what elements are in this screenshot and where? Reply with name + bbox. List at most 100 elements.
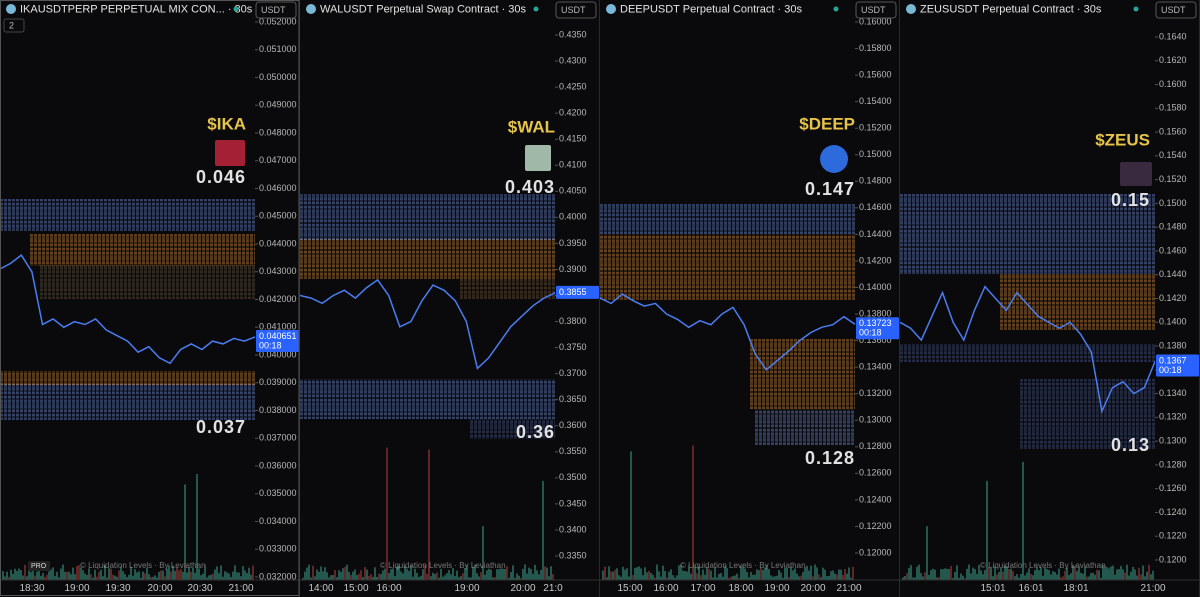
y-tick-label: 0.3500: [559, 472, 587, 482]
chart-panel: 0.4350 0.4300 0.4250 0.4200 0.4150 0.4100 0.40…: [300, 0, 600, 597]
currency-label: USDT: [261, 5, 286, 15]
y-tick-label: 0.3900: [559, 264, 587, 274]
badge[interactable]: [3, 18, 25, 33]
y-tick-label: 0.15200: [859, 123, 892, 133]
y-tick-label: 0.12400: [859, 494, 892, 504]
currency-box[interactable]: [1155, 1, 1197, 19]
y-tick-label: 0.15800: [859, 43, 892, 53]
y-tick-label: 0.049000: [259, 100, 297, 110]
y-tick-label: 0.4050: [559, 186, 587, 196]
y-tick-label: 0.1580: [1159, 103, 1187, 113]
y-tick-label: 0.3950: [559, 238, 587, 248]
time-axis-bg: [300, 580, 600, 597]
currency-box[interactable]: [555, 1, 597, 19]
y-tick-label: 0.033000: [259, 544, 297, 554]
token-icon: [820, 145, 848, 173]
y-tick-label: 0.4000: [559, 212, 587, 222]
y-tick-label: 0.043000: [259, 266, 297, 276]
y-tick-label: 0.3750: [559, 342, 587, 352]
y-tick-label: 0.13200: [859, 388, 892, 398]
y-tick-label: 0.3800: [559, 316, 587, 326]
x-tick-label: 20:00: [147, 583, 172, 594]
price-tag: [256, 329, 299, 352]
y-tick-label: 0.12600: [859, 468, 892, 478]
x-tick-label: 17:00: [690, 583, 715, 594]
y-tick-label: 0.3400: [559, 524, 587, 534]
price-tag: [1156, 354, 1199, 377]
y-tick-label: 0.14000: [859, 282, 892, 292]
axis-bg: [1155, 0, 1200, 597]
x-tick-label: 18:01: [1063, 583, 1088, 594]
y-tick-label: 0.046000: [259, 183, 297, 193]
high-level: 0.403: [505, 177, 555, 197]
y-tick-label: 0.1400: [1159, 317, 1187, 327]
x-tick-label: 20:00: [800, 583, 825, 594]
axis-bg: [855, 0, 900, 597]
symbol-icon: [6, 4, 16, 14]
low-level: 0.128: [805, 448, 855, 468]
y-tick-label: 0.14400: [859, 229, 892, 239]
watermark: © Liquidation Levels · By Leviathan: [980, 561, 1106, 570]
y-tick-label: 0.16000: [859, 16, 892, 26]
active-frame: [0, 0, 300, 596]
y-tick-label: 0.039000: [259, 377, 297, 387]
y-tick-label: 0.1300: [1159, 436, 1187, 446]
token-label: $IKA: [207, 114, 246, 133]
y-tick-label: 0.13600: [859, 335, 892, 345]
y-tick-label: 0.1320: [1159, 412, 1187, 422]
logo-label: PRO: [31, 563, 47, 570]
x-tick-label: 19:00: [454, 583, 479, 594]
y-tick-label: 0.14800: [859, 176, 892, 186]
y-tick-label: 0.4200: [559, 108, 587, 118]
price-tag-label: 0.3855: [559, 287, 587, 297]
y-tick-label: 0.14600: [859, 202, 892, 212]
y-tick-label: 0.1260: [1159, 483, 1187, 493]
y-tick-label: 0.12800: [859, 441, 892, 451]
currency-label: USDT: [861, 5, 886, 15]
token-icon: [215, 140, 245, 166]
x-tick-label: 21:00: [836, 583, 861, 594]
y-tick-label: 0.1520: [1159, 174, 1187, 184]
currency-box[interactable]: [855, 1, 897, 19]
low-level: 0.037: [196, 417, 246, 437]
x-tick-label: 15:00: [343, 583, 368, 594]
price-timer: 00:18: [859, 328, 882, 338]
price-line: [300, 278, 556, 370]
y-tick-label: 0.1280: [1159, 459, 1187, 469]
x-tick-label: 20:00: [510, 583, 535, 594]
x-tick-label: 21:0: [543, 583, 563, 594]
y-tick-label: 0.052000: [259, 16, 297, 26]
currency-box[interactable]: [255, 1, 297, 19]
y-tick-label: 0.1600: [1159, 79, 1187, 89]
high-level: 0.15: [1111, 190, 1150, 210]
y-tick-label: 0.1560: [1159, 126, 1187, 136]
y-tick-label: 0.4350: [559, 29, 587, 39]
logo-box: [28, 561, 50, 571]
y-tick-label: 0.1440: [1159, 269, 1187, 279]
y-tick-label: 0.4300: [559, 55, 587, 65]
currency-label: USDT: [561, 5, 586, 15]
high-level: 0.046: [196, 167, 246, 187]
y-tick-label: 0.1540: [1159, 150, 1187, 160]
y-tick-label: 0.3700: [559, 368, 587, 378]
price-timer: 00:18: [1159, 365, 1182, 375]
chart-panel: 0.16000 0.15800 0.15600 0.15400 0.15200 0.150…: [600, 0, 900, 597]
y-tick-label: 0.3550: [559, 446, 587, 456]
status-dot: [533, 6, 539, 12]
x-tick-label: 19:00: [64, 583, 89, 594]
x-tick-label: 15:01: [980, 583, 1005, 594]
x-tick-label: 16:00: [376, 583, 401, 594]
watermark: © Liquidation Levels · By Leviathan: [680, 561, 806, 570]
y-tick-label: 0.12000: [859, 547, 892, 557]
x-tick-label: 18:30: [19, 583, 44, 594]
y-tick-label: 0.3650: [559, 394, 587, 404]
price-tag: [856, 317, 899, 340]
badge-label: 2: [9, 20, 14, 30]
time-axis-bg: [600, 580, 900, 597]
status-dot: [233, 6, 239, 12]
axis-bg: [255, 0, 300, 597]
y-tick-label: 0.050000: [259, 72, 297, 82]
token-label: $WAL: [508, 117, 555, 136]
y-tick-label: 0.1460: [1159, 245, 1187, 255]
y-tick-label: 0.14200: [859, 255, 892, 265]
